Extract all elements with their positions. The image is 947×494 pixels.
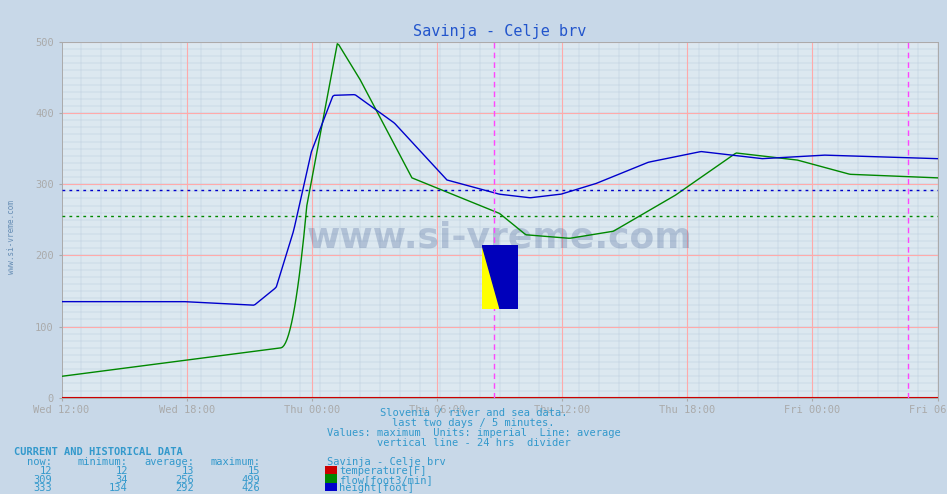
Text: height[foot]: height[foot]: [339, 483, 414, 493]
Text: flow[foot3/min]: flow[foot3/min]: [339, 475, 433, 485]
Text: 256: 256: [175, 475, 194, 485]
Text: now:: now:: [27, 457, 52, 467]
Text: 15: 15: [248, 466, 260, 476]
Polygon shape: [500, 245, 518, 309]
Text: temperature[F]: temperature[F]: [339, 466, 426, 476]
Text: 499: 499: [241, 475, 260, 485]
Text: www.si-vreme.com: www.si-vreme.com: [7, 200, 16, 274]
Title: Savinja - Celje brv: Savinja - Celje brv: [413, 24, 586, 40]
Text: 12: 12: [40, 466, 52, 476]
Polygon shape: [482, 245, 518, 309]
Polygon shape: [482, 245, 518, 309]
Text: 333: 333: [33, 483, 52, 493]
Text: 309: 309: [33, 475, 52, 485]
Text: Slovenia / river and sea data.: Slovenia / river and sea data.: [380, 408, 567, 418]
Text: maximum:: maximum:: [210, 457, 260, 467]
Text: last two days / 5 minutes.: last two days / 5 minutes.: [392, 418, 555, 428]
Text: vertical line - 24 hrs  divider: vertical line - 24 hrs divider: [377, 438, 570, 448]
Text: CURRENT AND HISTORICAL DATA: CURRENT AND HISTORICAL DATA: [14, 448, 183, 457]
Text: 13: 13: [182, 466, 194, 476]
Text: 12: 12: [116, 466, 128, 476]
Text: www.si-vreme.com: www.si-vreme.com: [307, 221, 692, 254]
Polygon shape: [482, 245, 518, 309]
Text: 426: 426: [241, 483, 260, 493]
Text: 34: 34: [116, 475, 128, 485]
Text: minimum:: minimum:: [78, 457, 128, 467]
Text: 292: 292: [175, 483, 194, 493]
Text: 134: 134: [109, 483, 128, 493]
Text: Savinja - Celje brv: Savinja - Celje brv: [327, 457, 445, 467]
Text: average:: average:: [144, 457, 194, 467]
Text: Values: maximum  Units: imperial  Line: average: Values: maximum Units: imperial Line: av…: [327, 428, 620, 438]
